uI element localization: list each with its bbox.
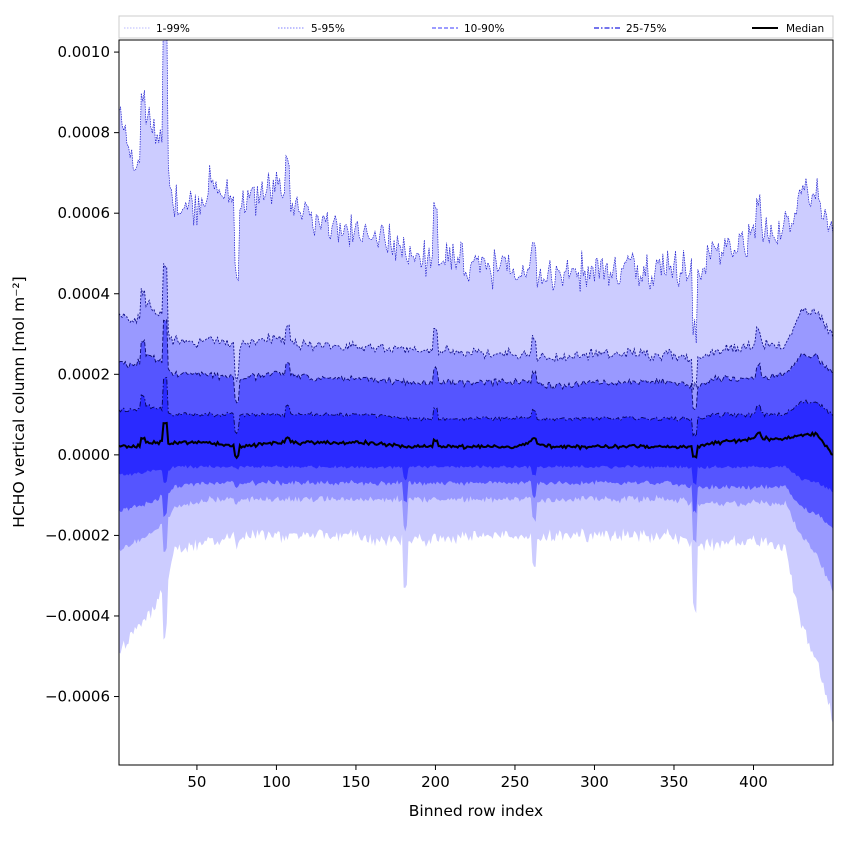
y-tick-label: 0.0006	[58, 204, 111, 222]
y-axis-label: HCHO vertical column [mol m⁻²]	[10, 276, 28, 527]
y-tick-label: 0.0002	[58, 365, 111, 383]
plot-frame	[118, 39, 834, 766]
x-tick-label: 300	[580, 773, 609, 791]
y-tick-label: 0.0008	[58, 124, 111, 142]
y-tick-label: 0.0004	[58, 285, 111, 303]
y-tick-label: 0.0010	[58, 43, 111, 61]
x-axis-ticks: 50 100 150 200 250 300 350 400	[187, 765, 768, 791]
legend-label: 25-75%	[626, 23, 667, 35]
legend-label: 1-99%	[156, 23, 190, 35]
x-tick-label: 150	[342, 773, 371, 791]
line-p90	[119, 318, 833, 411]
legend-box	[118, 15, 834, 39]
x-tick-label: 250	[501, 773, 530, 791]
y-tick-label: 0.0000	[58, 446, 111, 464]
legend-label: Median	[786, 23, 824, 35]
percentile-lines	[119, 40, 833, 460]
x-tick-label: 100	[262, 773, 291, 791]
x-axis-label: Binned row index	[409, 802, 543, 820]
line-p95	[119, 263, 833, 391]
line-median	[119, 421, 833, 460]
y-tick-label: −0.0006	[45, 688, 110, 706]
x-tick-label: 50	[187, 773, 206, 791]
y-axis-ticks: −0.0006 −0.0004 −0.0002 0.0000 0.0002 0.0004 0…	[45, 43, 119, 706]
legend-label: 5-95%	[311, 23, 345, 35]
legend-label: 10-90%	[464, 23, 505, 35]
x-tick-label: 350	[660, 773, 689, 791]
line-p75	[119, 376, 833, 439]
line-p99	[119, 40, 833, 344]
band-25-75	[119, 377, 833, 493]
y-tick-label: −0.0002	[45, 526, 110, 544]
x-tick-label: 200	[421, 773, 450, 791]
x-tick-label: 400	[739, 773, 768, 791]
legend: 1-99% 5-95% 10-90% 25-75% Median	[118, 15, 834, 39]
y-tick-label: −0.0004	[45, 607, 110, 625]
